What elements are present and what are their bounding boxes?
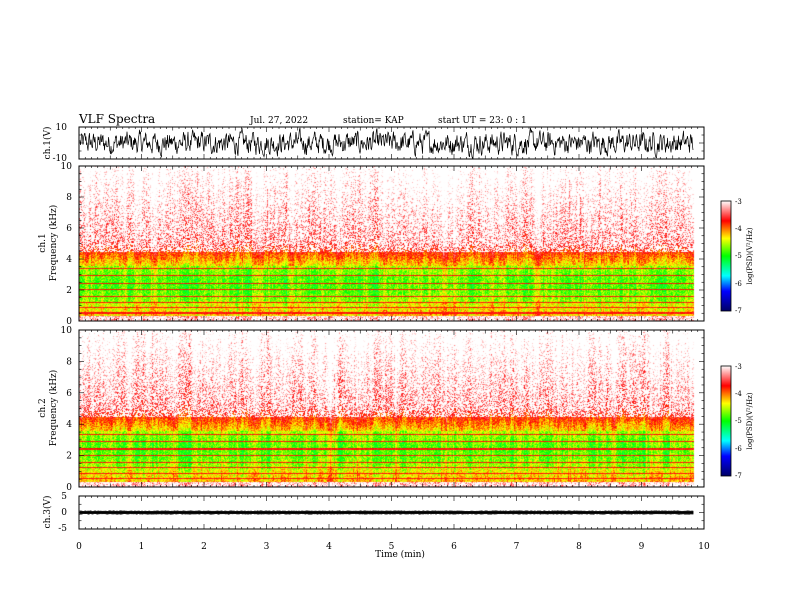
ch2-frequency-axis-label: Frequency (kHz) <box>48 370 59 447</box>
ch2-colorbar-tick-m5: -5 <box>735 417 742 425</box>
ch2-colorbar-tick-m3: -3 <box>735 363 742 371</box>
ch2-colorbar-tick-m6: -6 <box>735 445 742 453</box>
freq-tick-label: 8 <box>66 357 72 367</box>
ch1-colorbar-tick-m3: -3 <box>735 198 742 206</box>
freq-tick-label: 0 <box>66 483 72 493</box>
station-label: station= KAP <box>343 116 404 126</box>
ch1-colorbar-gradient <box>721 201 731 311</box>
freq-tick-label: 2 <box>66 286 72 296</box>
ch3-waveform-band <box>80 511 694 514</box>
ch1-waveform-ylabel: ch.1(V) <box>42 127 53 160</box>
ch2-frequency-tick-labels: 0 2 4 6 8 10 <box>61 326 73 493</box>
ch2-spectrogram-ticks <box>78 329 705 488</box>
ch3-ytick-middle: 0 <box>61 508 67 518</box>
ch1-colorbar-frame <box>720 200 732 312</box>
ch3-waveform-ylabel: ch.3(V) <box>42 496 53 529</box>
ch2-colorbar-label: log(PSD)(V²/Hz) <box>746 392 754 449</box>
ch2-spectrogram-panel: 0 2 4 6 8 10 ch.2 Frequency (kHz) <box>38 326 705 493</box>
freq-tick-label: 6 <box>66 224 72 234</box>
ch2-colorbar: -3 -4 -5 -6 -7 log(PSD)(V²/Hz) <box>720 363 754 480</box>
ch2-colorbar-gradient <box>721 366 731 476</box>
ch1-colorbar-tick-m5: -5 <box>735 252 742 260</box>
freq-tick-label: 4 <box>66 255 72 265</box>
ch3-ytick-top: 5 <box>61 492 67 502</box>
time-tick-label: 4 <box>326 542 332 552</box>
ch1-frequency-tick-labels: 0 2 4 6 8 10 <box>61 162 73 327</box>
ch1-colorbar: -3 -4 -5 -6 -7 log(PSD)(V²/Hz) <box>720 198 754 315</box>
ch1-colorbar-tick-m7: -7 <box>735 307 742 315</box>
freq-tick-label: 10 <box>61 326 73 336</box>
ch1-waveform-ticks <box>78 126 705 160</box>
ch3-ytick-bottom: -5 <box>58 524 67 534</box>
ch1-frequency-axis-label: Frequency (kHz) <box>48 205 59 282</box>
time-axis-tick-labels: 0 1 2 3 4 5 6 7 8 9 10 <box>76 542 710 552</box>
time-axis-label: Time (min) <box>375 549 425 560</box>
freq-tick-label: 10 <box>61 162 73 172</box>
ch2-spectrogram-image <box>79 330 704 487</box>
ch1-spectrogram-image <box>79 166 704 321</box>
freq-tick-label: 0 <box>66 317 72 327</box>
ch1-waveform-trace <box>79 127 694 159</box>
freq-tick-label: 2 <box>66 452 72 462</box>
time-tick-label: 7 <box>514 542 520 552</box>
ch1-colorbar-tick-m6: -6 <box>735 280 742 288</box>
time-tick-label: 3 <box>264 542 270 552</box>
time-tick-label: 8 <box>576 542 582 552</box>
ch2-channel-label: ch.2 <box>38 398 48 417</box>
ch1-ytick-top: 10 <box>56 123 68 133</box>
ch2-colorbar-tick-m7: -7 <box>735 472 742 480</box>
time-tick-label: 9 <box>639 542 645 552</box>
ch1-waveform-panel: 10 -10 ch.1(V) <box>42 123 705 164</box>
ch1-waveform-line <box>79 127 694 159</box>
ch3-waveform-trace <box>79 510 694 515</box>
time-tick-label: 1 <box>139 542 145 552</box>
ch1-colorbar-tick-m4: -4 <box>735 225 742 233</box>
time-tick-label: 2 <box>201 542 207 552</box>
time-tick-label: 5 <box>389 542 395 552</box>
time-tick-label: 0 <box>76 542 82 552</box>
ch2-colorbar-frame <box>720 365 732 477</box>
ch2-colorbar-tick-m4: -4 <box>735 390 742 398</box>
ch1-channel-label: ch.1 <box>38 233 48 252</box>
ch1-colorbar-label: log(PSD)(V²/Hz) <box>746 227 754 284</box>
figure-title: VLF Spectra <box>78 112 155 126</box>
ch1-spectrogram-ticks <box>78 165 705 322</box>
ch3-waveform-panel: 5 0 -5 ch.3(V) <box>42 492 705 534</box>
time-tick-label: 6 <box>451 542 457 552</box>
freq-tick-label: 8 <box>66 193 72 203</box>
ch1-spectrogram-panel: 0 2 4 6 8 10 ch.1 Frequency (kHz) <box>38 162 705 327</box>
freq-tick-label: 6 <box>66 389 72 399</box>
time-tick-label: 10 <box>698 542 710 552</box>
date-label: Jul. 27, 2022 <box>249 116 308 126</box>
ch3-waveform-ticks <box>78 495 705 530</box>
ch1-ytick-bottom: -10 <box>53 154 68 164</box>
start-time-label: start UT = 23: 0 : 1 <box>438 116 527 126</box>
freq-tick-label: 4 <box>66 420 72 430</box>
